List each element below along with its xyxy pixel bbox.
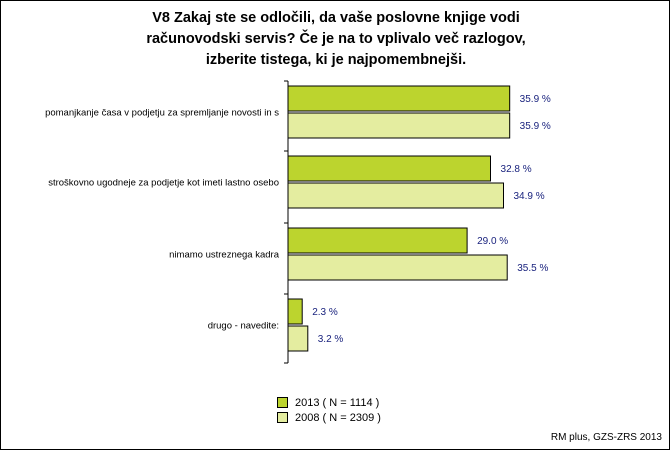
category-label: nimamo ustreznega kadra bbox=[169, 250, 280, 261]
chart-title-line-2: računovodski servis? Če je na to vplival… bbox=[146, 31, 526, 47]
legend-item-2013: 2013 ( N = 1114 ) bbox=[277, 395, 381, 410]
bar-2008 bbox=[287, 254, 508, 281]
chart-title: V8 Zakaj ste se odločili, da vaše poslov… bbox=[61, 8, 611, 71]
bar-2013 bbox=[287, 227, 468, 254]
chart-title-line-1: V8 Zakaj ste se odločili, da vaše poslov… bbox=[152, 10, 520, 26]
value-label: 32.8 % bbox=[501, 164, 532, 175]
value-label: 35.9 % bbox=[520, 94, 551, 105]
bar-2008 bbox=[287, 325, 309, 352]
value-label: 35.5 % bbox=[517, 263, 548, 274]
legend-label-2013: 2013 ( N = 1114 ) bbox=[295, 396, 380, 409]
value-label: 29.0 % bbox=[477, 236, 508, 247]
bar-2008 bbox=[287, 112, 511, 139]
category-label: stroškovno ugodneje za podjetje kot imet… bbox=[48, 178, 279, 189]
bar-2013 bbox=[287, 85, 511, 112]
chart-legend: 2013 ( N = 1114 ) 2008 ( N = 2309 ) bbox=[277, 395, 381, 425]
bar-2008 bbox=[287, 182, 504, 209]
value-label: 2.3 % bbox=[312, 307, 338, 318]
source-note: RM plus, GZS-ZRS 2013 bbox=[550, 432, 662, 443]
chart-title-line-3: izberite tistega, ki je najpomembnejši. bbox=[205, 52, 467, 68]
category-label: pomanjkanje časa v podjetju za spremljan… bbox=[45, 108, 279, 119]
bar-2013 bbox=[287, 298, 303, 325]
value-label: 34.9 % bbox=[514, 191, 545, 202]
legend-label-2008: 2008 ( N = 2309 ) bbox=[295, 411, 381, 424]
value-label: 3.2 % bbox=[318, 334, 344, 345]
legend-swatch-2013 bbox=[277, 397, 288, 408]
category-label: drugo - navedite: bbox=[208, 321, 279, 332]
legend-item-2008: 2008 ( N = 2309 ) bbox=[277, 410, 381, 425]
legend-swatch-2008 bbox=[277, 412, 288, 423]
value-label: 35.9 % bbox=[520, 121, 551, 132]
bar-2013 bbox=[287, 155, 491, 182]
